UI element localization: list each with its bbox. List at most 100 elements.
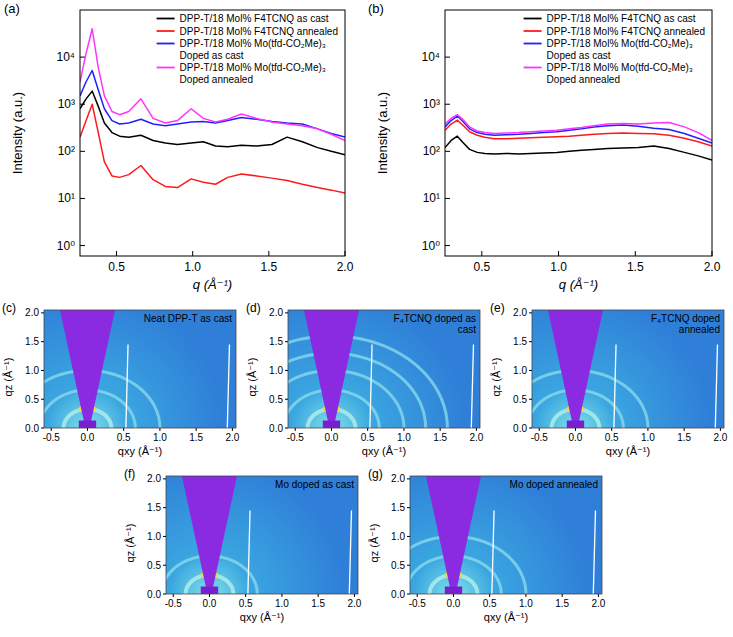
y-tick-label: 0.0 [513, 423, 527, 434]
image-background [532, 310, 724, 428]
legend-label: DPP-T/18 Mol% Mo(tfd-CO₂Me)₃Doped as cas… [547, 38, 693, 61]
legend-label: DPP-T/18 Mol% Mo(tfd-CO₂Me)₃Doped anneal… [180, 62, 326, 85]
detector-edge [715, 345, 717, 428]
x-axis-title: q (Å⁻¹) [559, 277, 598, 292]
x-tick [232, 428, 233, 431]
y-tick [407, 565, 410, 566]
panel-label: (g) [368, 467, 383, 481]
scattering-ring [44, 370, 160, 428]
line-panel: (a)0.51.01.52.010⁰10¹10²10³10⁴q (Å⁻¹)Int… [4, 1, 354, 292]
image-area [166, 476, 358, 594]
y-tick-label: 10³ [423, 97, 440, 111]
legend-line: DPP-T/18 Mol% Mo(tfd-CO₂Me)₃ [180, 38, 326, 49]
x-tick [647, 428, 648, 431]
detector-edge [227, 345, 229, 428]
y-tick-label: 1.0 [391, 531, 405, 542]
beamstop [323, 421, 340, 428]
x-tick-label: 1.0 [397, 432, 411, 443]
legend-swatch [524, 67, 542, 69]
legend: DPP-T/18 Mol% F4TCNQ as castDPP-T/18 Mol… [524, 13, 705, 85]
x-tick [539, 428, 540, 431]
x-tick-label: 2.0 [337, 260, 354, 274]
title-line: annealed [679, 324, 720, 335]
series-line [80, 104, 345, 193]
y-tick [285, 312, 288, 313]
legend-swatch [157, 43, 175, 45]
missing-wedge [182, 476, 237, 587]
scattering-ring [288, 370, 404, 428]
line-panel: (b)0.51.01.52.010⁰10¹10²10³10⁴q (Å⁻¹)Int… [368, 1, 721, 292]
y-tick [285, 399, 288, 400]
y-tick [80, 57, 85, 58]
y-tick-label: 2.0 [147, 473, 161, 484]
x-tick [268, 251, 269, 256]
detector-edge [248, 511, 250, 594]
panel-label: (d) [246, 301, 261, 315]
x-tick-label: 0.0 [447, 598, 461, 609]
x-tick-label: 0.5 [605, 432, 619, 443]
x-axis-title: q (Å⁻¹) [193, 277, 232, 292]
missing-wedge [548, 310, 603, 421]
detector-edge [614, 345, 616, 428]
y-tick [529, 428, 532, 429]
x-tick [476, 428, 477, 431]
y-axis-title: qz (Å⁻¹) [124, 524, 136, 563]
y-tick [80, 151, 85, 152]
x-tick [611, 428, 612, 431]
x-tick [192, 251, 193, 256]
image-frame [44, 310, 236, 428]
series-line [80, 29, 345, 141]
image-panel: -0.50.00.51.01.52.00.00.51.01.52.0qxy (Å… [368, 467, 606, 623]
legend-line: Doped annealed [547, 74, 620, 85]
image-background [410, 476, 602, 594]
y-tick [41, 341, 44, 342]
x-axis-title: qxy (Å⁻¹) [362, 445, 406, 457]
y-tick [407, 507, 410, 508]
y-tick [41, 428, 44, 429]
x-tick [281, 594, 282, 597]
image-frame [532, 310, 724, 428]
panel-label: (b) [368, 1, 384, 16]
image-panel: -0.50.00.51.01.52.00.00.51.01.52.0qxy (Å… [490, 301, 728, 457]
x-tick [720, 428, 721, 431]
x-tick [331, 428, 332, 431]
y-tick [80, 198, 85, 199]
x-tick-label: 0.5 [117, 432, 131, 443]
y-tick-label: 0.0 [25, 423, 39, 434]
x-tick [525, 594, 526, 597]
plot-area [445, 115, 712, 160]
x-axis-title: qxy (Å⁻¹) [118, 445, 162, 457]
x-tick-label: -0.5 [43, 432, 61, 443]
legend-line: DPP-T/18 Mol% F4TCNQ annealed [547, 26, 705, 37]
x-tick [575, 428, 576, 431]
y-tick [285, 341, 288, 342]
x-tick [209, 594, 210, 597]
legend-label: DPP-T/18 Mol% F4TCNQ annealed [547, 26, 705, 37]
missing-wedge [60, 310, 115, 421]
y-tick-label: 1.0 [269, 365, 283, 376]
image-area [44, 310, 236, 428]
y-tick-label: 1.5 [147, 502, 161, 513]
legend-swatch [157, 18, 175, 20]
series-line [445, 115, 712, 141]
x-tick-label: 1.0 [275, 598, 289, 609]
title-line: Mo doped as cast [275, 479, 354, 490]
y-axis-title: qz (Å⁻¹) [490, 358, 502, 397]
y-tick [407, 478, 410, 479]
legend-line: Doped as cast [180, 50, 244, 61]
x-tick-label: 1.5 [189, 432, 203, 443]
panel-label: (f) [124, 467, 135, 481]
legend-label: DPP-T/18 Mol% Mo(tfd-CO₂Me)₃Doped anneal… [547, 62, 693, 85]
image-frame [288, 310, 480, 428]
y-tick [529, 312, 532, 313]
panel-title: Mo doped as cast [275, 479, 354, 490]
y-tick [407, 536, 410, 537]
legend-line: Doped as cast [547, 50, 611, 61]
title-line: F₄TCNQ doped [651, 313, 720, 324]
y-tick-label: 0.5 [25, 394, 39, 405]
panel-title: F₄TCNQ dopedannealed [651, 313, 720, 335]
legend-line: DPP-T/18 Mol% Mo(tfd-CO₂Me)₃ [180, 62, 326, 73]
y-axis-title: qz (Å⁻¹) [368, 524, 380, 563]
image-frame [410, 476, 602, 594]
x-tick-label: -0.5 [165, 598, 183, 609]
